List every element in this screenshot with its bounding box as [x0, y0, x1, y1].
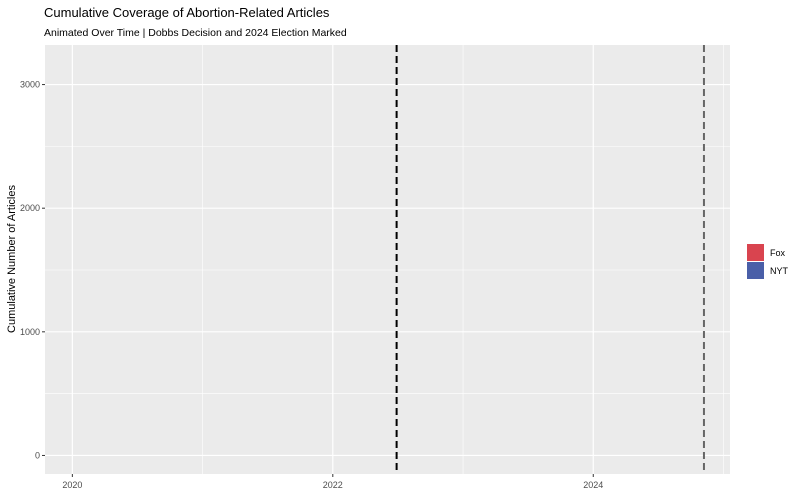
y-tick-label: 2000 — [20, 203, 40, 213]
plot-panel — [45, 45, 730, 474]
x-axis: 2020 2022 2024 — [62, 474, 603, 490]
reference-lines — [395, 45, 705, 474]
legend-label-nyt: NYT — [770, 266, 789, 276]
y-tick-label: 3000 — [20, 80, 40, 90]
legend-key-fox — [747, 244, 764, 261]
chart-title: Cumulative Coverage of Abortion-Related … — [44, 5, 330, 20]
legend-label-fox: Fox — [770, 248, 786, 258]
grid-minor — [45, 45, 730, 474]
grid-major — [45, 45, 730, 474]
legend-key-nyt — [747, 262, 764, 279]
y-axis-title: Cumulative Number of Articles — [6, 185, 18, 333]
y-tick-label: 0 — [35, 450, 40, 460]
chart-subtitle: Animated Over Time | Dobbs Decision and … — [44, 27, 347, 39]
x-tick-label: 2020 — [62, 480, 82, 490]
y-tick-label: 1000 — [20, 327, 40, 337]
x-tick-label: 2022 — [323, 480, 343, 490]
legend: Fox NYT — [747, 244, 789, 279]
y-axis: 0 1000 2000 3000 — [20, 80, 45, 460]
x-tick-label: 2024 — [583, 480, 603, 490]
